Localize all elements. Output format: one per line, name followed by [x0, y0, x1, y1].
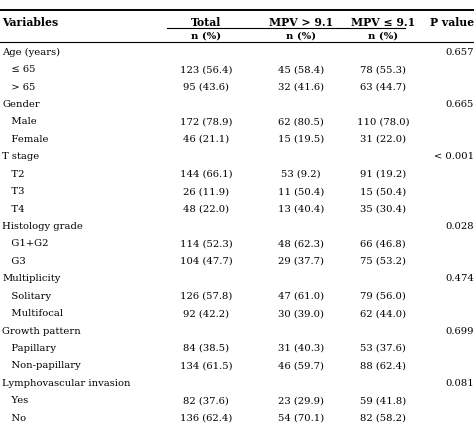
- Text: 45 (58.4): 45 (58.4): [278, 65, 324, 74]
- Text: 32 (41.6): 32 (41.6): [278, 83, 324, 92]
- Text: 23 (29.9): 23 (29.9): [278, 395, 324, 404]
- Text: 35 (30.4): 35 (30.4): [360, 204, 406, 213]
- Text: 0.665: 0.665: [446, 100, 474, 109]
- Text: Female: Female: [2, 135, 49, 144]
- Text: 48 (62.3): 48 (62.3): [278, 239, 324, 248]
- Text: 0.081: 0.081: [445, 378, 474, 387]
- Text: 104 (47.7): 104 (47.7): [180, 256, 233, 265]
- Text: n (%): n (%): [286, 32, 316, 41]
- Text: MPV ≤ 9.1: MPV ≤ 9.1: [351, 17, 415, 28]
- Text: 47 (61.0): 47 (61.0): [278, 291, 324, 300]
- Text: Age (years): Age (years): [2, 48, 61, 57]
- Text: Gender: Gender: [2, 100, 40, 109]
- Text: 91 (19.2): 91 (19.2): [360, 170, 406, 178]
- Text: 88 (62.4): 88 (62.4): [360, 360, 406, 369]
- Text: 29 (37.7): 29 (37.7): [278, 256, 324, 265]
- Text: Multiplicity: Multiplicity: [2, 273, 61, 282]
- Text: 53 (9.2): 53 (9.2): [281, 170, 321, 178]
- Text: Male: Male: [2, 117, 37, 126]
- Text: 144 (66.1): 144 (66.1): [180, 170, 233, 178]
- Text: 126 (57.8): 126 (57.8): [180, 291, 232, 300]
- Text: Growth pattern: Growth pattern: [2, 326, 81, 335]
- Text: 92 (42.2): 92 (42.2): [183, 308, 229, 317]
- Text: 0.028: 0.028: [446, 222, 474, 230]
- Text: > 65: > 65: [2, 83, 36, 92]
- Text: 48 (22.0): 48 (22.0): [183, 204, 229, 213]
- Text: 11 (50.4): 11 (50.4): [278, 187, 324, 196]
- Text: 82 (37.6): 82 (37.6): [183, 395, 229, 404]
- Text: 114 (52.3): 114 (52.3): [180, 239, 233, 248]
- Text: 31 (40.3): 31 (40.3): [278, 343, 324, 352]
- Text: 79 (56.0): 79 (56.0): [360, 291, 406, 300]
- Text: n (%): n (%): [368, 32, 398, 41]
- Text: 172 (78.9): 172 (78.9): [180, 117, 232, 126]
- Text: 0.699: 0.699: [446, 326, 474, 335]
- Text: Yes: Yes: [2, 395, 28, 404]
- Text: 75 (53.2): 75 (53.2): [360, 256, 406, 265]
- Text: 134 (61.5): 134 (61.5): [180, 360, 233, 369]
- Text: 15 (19.5): 15 (19.5): [278, 135, 324, 144]
- Text: 78 (55.3): 78 (55.3): [360, 65, 406, 74]
- Text: 15 (50.4): 15 (50.4): [360, 187, 406, 196]
- Text: ≤ 65: ≤ 65: [2, 65, 36, 74]
- Text: 136 (62.4): 136 (62.4): [180, 413, 232, 422]
- Text: 46 (59.7): 46 (59.7): [278, 360, 324, 369]
- Text: T stage: T stage: [2, 152, 40, 161]
- Text: 66 (46.8): 66 (46.8): [360, 239, 406, 248]
- Text: 31 (22.0): 31 (22.0): [360, 135, 406, 144]
- Text: T4: T4: [2, 204, 25, 213]
- Text: n (%): n (%): [191, 32, 221, 41]
- Text: 62 (44.0): 62 (44.0): [360, 308, 406, 317]
- Text: Variables: Variables: [2, 17, 59, 28]
- Text: 0.657: 0.657: [446, 48, 474, 57]
- Text: P value: P value: [430, 17, 474, 28]
- Text: T3: T3: [2, 187, 25, 196]
- Text: Total: Total: [191, 17, 221, 28]
- Text: 26 (11.9): 26 (11.9): [183, 187, 229, 196]
- Text: < 0.001: < 0.001: [434, 152, 474, 161]
- Text: Lymphovascular invasion: Lymphovascular invasion: [2, 378, 131, 387]
- Text: Multifocal: Multifocal: [2, 308, 64, 317]
- Text: 110 (78.0): 110 (78.0): [356, 117, 410, 126]
- Text: T2: T2: [2, 170, 25, 178]
- Text: 30 (39.0): 30 (39.0): [278, 308, 324, 317]
- Text: No: No: [2, 413, 27, 422]
- Text: 13 (40.4): 13 (40.4): [278, 204, 324, 213]
- Text: 82 (58.2): 82 (58.2): [360, 413, 406, 422]
- Text: 59 (41.8): 59 (41.8): [360, 395, 406, 404]
- Text: G3: G3: [2, 256, 26, 265]
- Text: Histology grade: Histology grade: [2, 222, 83, 230]
- Text: 123 (56.4): 123 (56.4): [180, 65, 232, 74]
- Text: 46 (21.1): 46 (21.1): [183, 135, 229, 144]
- Text: 95 (43.6): 95 (43.6): [183, 83, 229, 92]
- Text: 63 (44.7): 63 (44.7): [360, 83, 406, 92]
- Text: MPV > 9.1: MPV > 9.1: [269, 17, 333, 28]
- Text: 62 (80.5): 62 (80.5): [278, 117, 324, 126]
- Text: G1+G2: G1+G2: [2, 239, 49, 248]
- Text: 84 (38.5): 84 (38.5): [183, 343, 229, 352]
- Text: 53 (37.6): 53 (37.6): [360, 343, 406, 352]
- Text: 54 (70.1): 54 (70.1): [278, 413, 324, 422]
- Text: 0.474: 0.474: [445, 273, 474, 282]
- Text: Non-papillary: Non-papillary: [2, 360, 81, 369]
- Text: Papillary: Papillary: [2, 343, 56, 352]
- Text: Solitary: Solitary: [2, 291, 52, 300]
